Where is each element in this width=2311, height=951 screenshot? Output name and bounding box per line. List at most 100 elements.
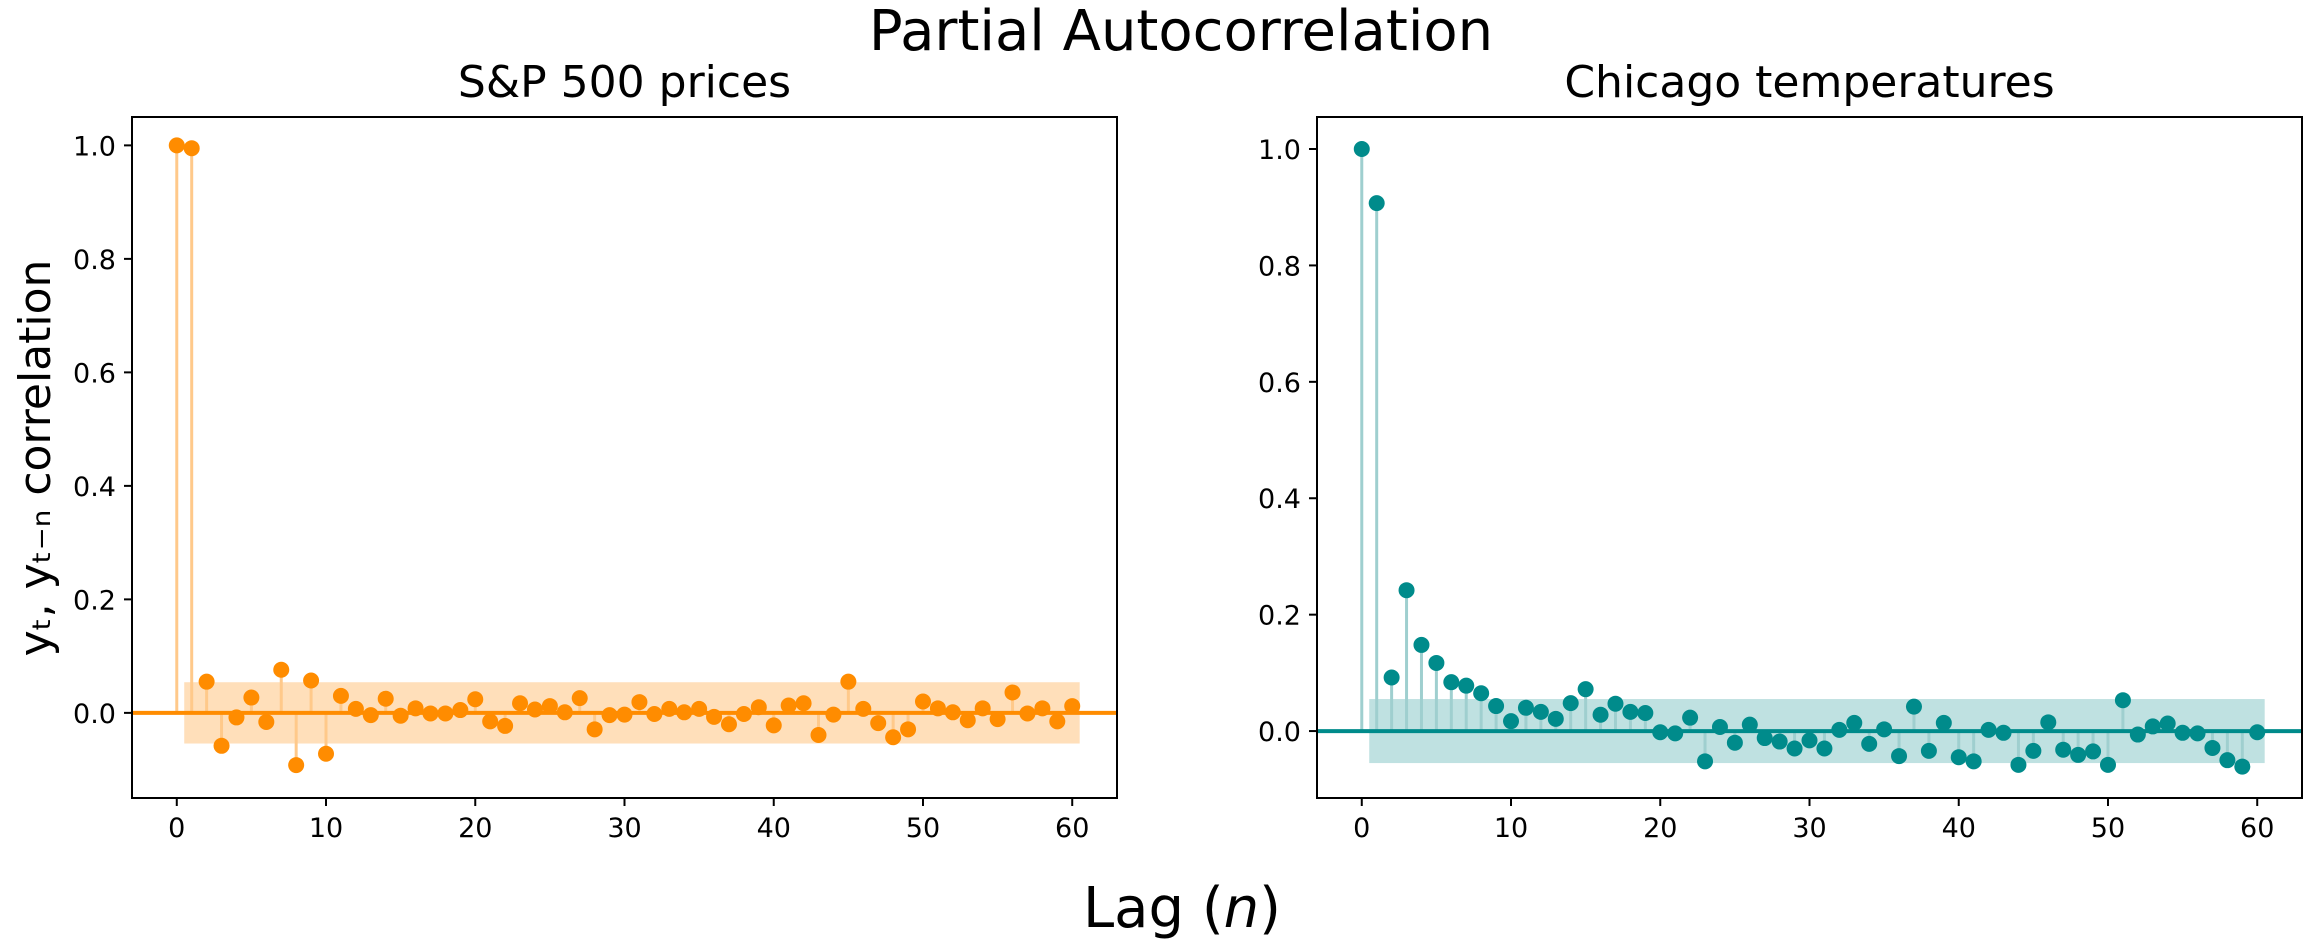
data-point [213, 737, 230, 754]
data-point [168, 137, 185, 154]
data-point [959, 712, 976, 729]
data-point [2159, 715, 2176, 732]
data-point [1622, 703, 1639, 720]
data-point [437, 705, 454, 722]
data-point [1995, 724, 2012, 741]
data-point [1458, 677, 1475, 694]
data-point [1577, 681, 1594, 698]
data-point [2204, 739, 2221, 756]
data-point [691, 700, 708, 717]
data-point [526, 701, 543, 718]
subplot-title: S&P 500 prices [458, 57, 791, 108]
data-point [1004, 684, 1021, 701]
data-point [482, 713, 499, 730]
data-point [2114, 692, 2131, 709]
data-point [1891, 748, 1908, 765]
data-point [855, 700, 872, 717]
x-tick-label: 30 [607, 813, 641, 844]
data-point [2219, 752, 2236, 769]
data-point [2070, 746, 2087, 763]
data-point [2055, 741, 2072, 758]
data-point [1019, 705, 1036, 722]
data-point [989, 711, 1006, 728]
x-tick-label: 20 [458, 813, 492, 844]
data-point [1398, 582, 1415, 599]
data-point [1413, 636, 1430, 653]
data-point [1562, 695, 1579, 712]
data-point [2025, 742, 2042, 759]
data-point [795, 695, 812, 712]
data-point [1876, 721, 1893, 738]
data-point [571, 690, 588, 707]
data-point [2099, 756, 2116, 773]
y-tick-label: 0.4 [73, 472, 116, 503]
data-point [706, 708, 723, 725]
x-axis-label: Lag (n) [1083, 876, 1281, 941]
data-point [1488, 698, 1505, 715]
x-tick-label: 0 [168, 813, 185, 844]
data-point [198, 673, 215, 690]
data-point [2010, 756, 2027, 773]
y-tick-label: 0.6 [1258, 368, 1301, 399]
data-point [1920, 742, 1937, 759]
data-point [900, 721, 917, 738]
data-point [1905, 698, 1922, 715]
data-point [1428, 654, 1445, 671]
data-point [929, 700, 946, 717]
data-point [2234, 758, 2251, 775]
data-point [228, 709, 245, 726]
data-point [1637, 705, 1654, 722]
x-tick-label: 0 [1353, 813, 1370, 844]
x-tick-label: 60 [1055, 813, 1089, 844]
x-tick-label: 30 [1792, 813, 1826, 844]
data-point [870, 715, 887, 732]
data-point [1368, 195, 1385, 212]
data-point [318, 745, 335, 762]
data-point [1697, 753, 1714, 770]
data-point [1711, 718, 1728, 735]
data-point [2174, 724, 2191, 741]
data-point [1682, 709, 1699, 726]
y-axis-label: yₜ, yₜ₋ₙ correlation [10, 260, 61, 657]
data-point [1443, 674, 1460, 691]
data-point [646, 706, 663, 723]
data-point [840, 673, 857, 690]
x-tick-label: 50 [2091, 813, 2125, 844]
data-point [2189, 725, 2206, 742]
data-point [1034, 700, 1051, 717]
data-point [631, 694, 648, 711]
data-point [541, 698, 558, 715]
right-panel-chicago: Chicago temperatures 0 10 20 30 40 50 60 0.0 0.2 0… [1258, 57, 2303, 844]
x-tick-label: 40 [757, 813, 791, 844]
data-point [885, 729, 902, 746]
x-tick-label: 20 [1643, 813, 1677, 844]
data-point [362, 707, 379, 724]
data-point [273, 661, 290, 678]
data-point [332, 687, 349, 704]
data-point [1816, 740, 1833, 757]
data-point [347, 700, 364, 717]
data-point [1741, 716, 1758, 733]
data-point [243, 689, 260, 706]
data-point [377, 690, 394, 707]
data-point [1473, 685, 1490, 702]
data-point [1532, 703, 1549, 720]
data-point [2129, 726, 2146, 743]
data-point [616, 706, 633, 723]
data-point [601, 707, 618, 724]
x-tick-label: 60 [2240, 813, 2274, 844]
data-point [2249, 724, 2266, 741]
data-point [1353, 141, 1370, 158]
data-point [1786, 740, 1803, 757]
data-point [303, 672, 320, 689]
data-point [288, 757, 305, 774]
y-tick-label: 0.0 [1258, 717, 1301, 748]
y-tick-label: 0.4 [1258, 484, 1301, 515]
data-point [1771, 733, 1788, 750]
data-point [676, 704, 693, 721]
data-point [1935, 714, 1952, 731]
data-point [1517, 699, 1534, 716]
data-point [1756, 730, 1773, 747]
x-tick-label: 10 [309, 813, 343, 844]
